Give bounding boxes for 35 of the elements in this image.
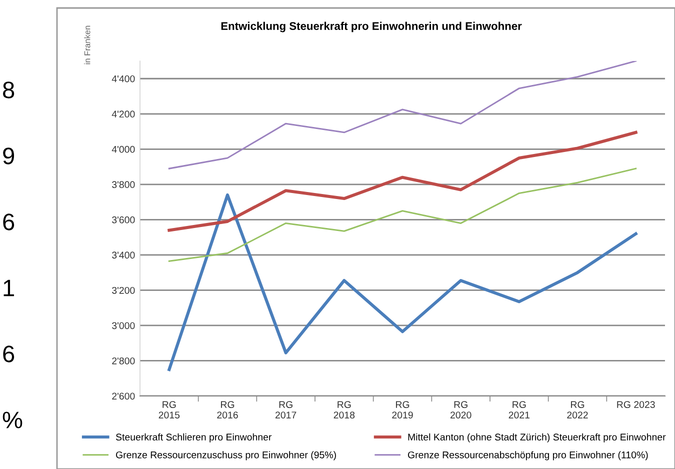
line-series [168, 168, 637, 262]
y-tick-label: 3'400 [112, 252, 135, 259]
x-tick-label: RG 2021 [508, 401, 530, 418]
y-tick-label: 4'400 [112, 75, 135, 82]
legend-label: Mittel Kanton (ohne Stadt Zürich) Steuerkraft pro Einwohner [408, 433, 666, 442]
text: 9 [3, 148, 14, 164]
x-tick-label: RG 2020 [450, 401, 472, 418]
chart-title: Entwicklung Steuerkraft pro Einwohnerin und Einwohner [221, 22, 522, 32]
line-series [168, 61, 637, 170]
y-tick-label: 3'200 [112, 286, 135, 294]
y-tick-label: 3'600 [112, 216, 135, 224]
x-tick-label: RG 2018 [334, 401, 355, 418]
legend-label: Grenze Ressourcenzuschuss pro Einwohner (95%) [116, 451, 336, 460]
y-axis-title: in Franken [84, 26, 90, 64]
y-tick-label: 2'800 [112, 357, 135, 364]
y-tick-label: 4'200 [112, 110, 135, 118]
y-tick-label: 3'000 [112, 322, 135, 330]
y-tick-label: 3'800 [112, 181, 135, 188]
x-tick-label: RG 2023 [617, 401, 655, 408]
text: % [2, 412, 22, 428]
text: 1 [4, 280, 14, 296]
text: 6 [3, 346, 14, 362]
legend-label: Steuerkraft Schlieren pro Einwohner [116, 433, 272, 442]
x-tick-label: RG 2022 [567, 401, 588, 418]
x-tick-label: RG 2015 [158, 401, 180, 418]
y-tick-label: 4'000 [112, 146, 135, 153]
line-series [168, 193, 638, 372]
x-tick-label: RG 2019 [392, 401, 413, 418]
text: 6 [3, 214, 14, 230]
x-tick-label: RG 2016 [217, 401, 238, 418]
legend-label: Grenze Ressourcenabschöpfung pro Einwohner (110%) [408, 451, 648, 460]
line-series [168, 130, 638, 232]
y-tick-label: 2'600 [112, 392, 135, 400]
x-tick-label: RG 2017 [276, 401, 296, 418]
text: 8 [3, 82, 14, 98]
